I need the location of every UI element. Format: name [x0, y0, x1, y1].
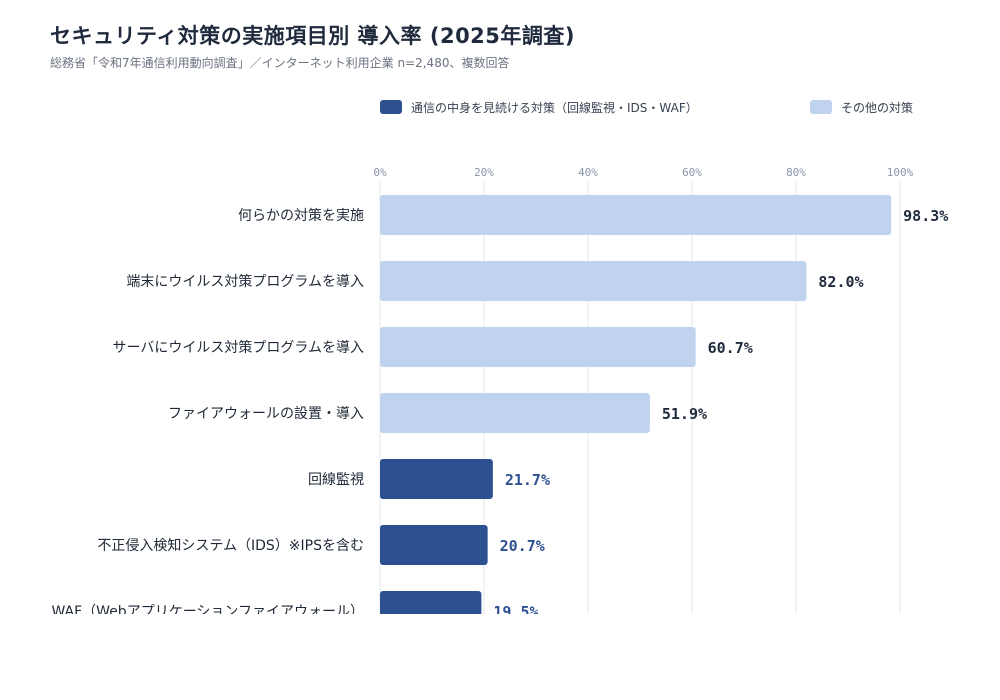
category-label: ファイアウォールの設置・導入: [168, 406, 364, 422]
x-tick-label: 60%: [682, 166, 702, 179]
legend-item-other: その他の対策: [810, 98, 913, 116]
x-tick-label: 0%: [373, 166, 387, 179]
bar: [380, 459, 493, 499]
x-tick-label: 100%: [887, 166, 914, 179]
legend-label-highlight: 通信の中身を見続ける対策（回線監視・IDS・WAF）: [411, 100, 698, 115]
category-label: WAF（Webアプリケーションファイアウォール）: [51, 604, 364, 614]
x-tick-label: 20%: [474, 166, 494, 179]
bar: [380, 327, 696, 367]
value-label: 98.3%: [903, 207, 948, 225]
legend-label-other: その他の対策: [841, 100, 914, 115]
category-label: サーバにウイルス対策プログラムを導入: [113, 339, 364, 356]
bar: [380, 195, 892, 235]
value-label: 21.7%: [505, 471, 550, 489]
legend-item-highlight: 通信の中身を見続ける対策（回線監視・IDS・WAF）: [380, 98, 698, 116]
value-label: 51.9%: [662, 405, 707, 423]
category-label: 回線監視: [308, 471, 364, 488]
bar: [380, 261, 807, 301]
value-label: 19.5%: [493, 603, 538, 614]
bar: [380, 525, 488, 565]
bar: [380, 591, 482, 614]
category-label: 端末にウイルス対策プログラムを導入: [126, 273, 364, 290]
bar: [380, 393, 650, 433]
value-label: 60.7%: [708, 339, 753, 357]
x-tick-label: 40%: [578, 166, 598, 179]
chart-svg: 0% 20% 40% 60% 80% 100% 何らかの対策を実施 98.3% 端末にウイルス対…: [51, 166, 948, 614]
category-label: 不正侵入検知システム（IDS）※IPSを含む: [97, 537, 364, 554]
legend-swatch-other: [810, 100, 832, 114]
x-tick-label: 80%: [786, 166, 806, 179]
chart-subtitle: 総務省「令和7年通信利用動向調査」／インターネット利用企業 n=2,480、複数…: [50, 56, 510, 70]
value-label: 20.7%: [500, 537, 545, 555]
category-label: 何らかの対策を実施: [238, 207, 364, 224]
bar-chart: 0% 20% 40% 60% 80% 100% 何らかの対策を実施 98.3% 端末にウイルス対…: [0, 150, 1000, 614]
legend-swatch-highlight: [380, 100, 402, 114]
chart-title: セキュリティ対策の実施項目別 導入率 (2025年調査): [50, 24, 576, 48]
value-label: 82.0%: [818, 273, 863, 291]
